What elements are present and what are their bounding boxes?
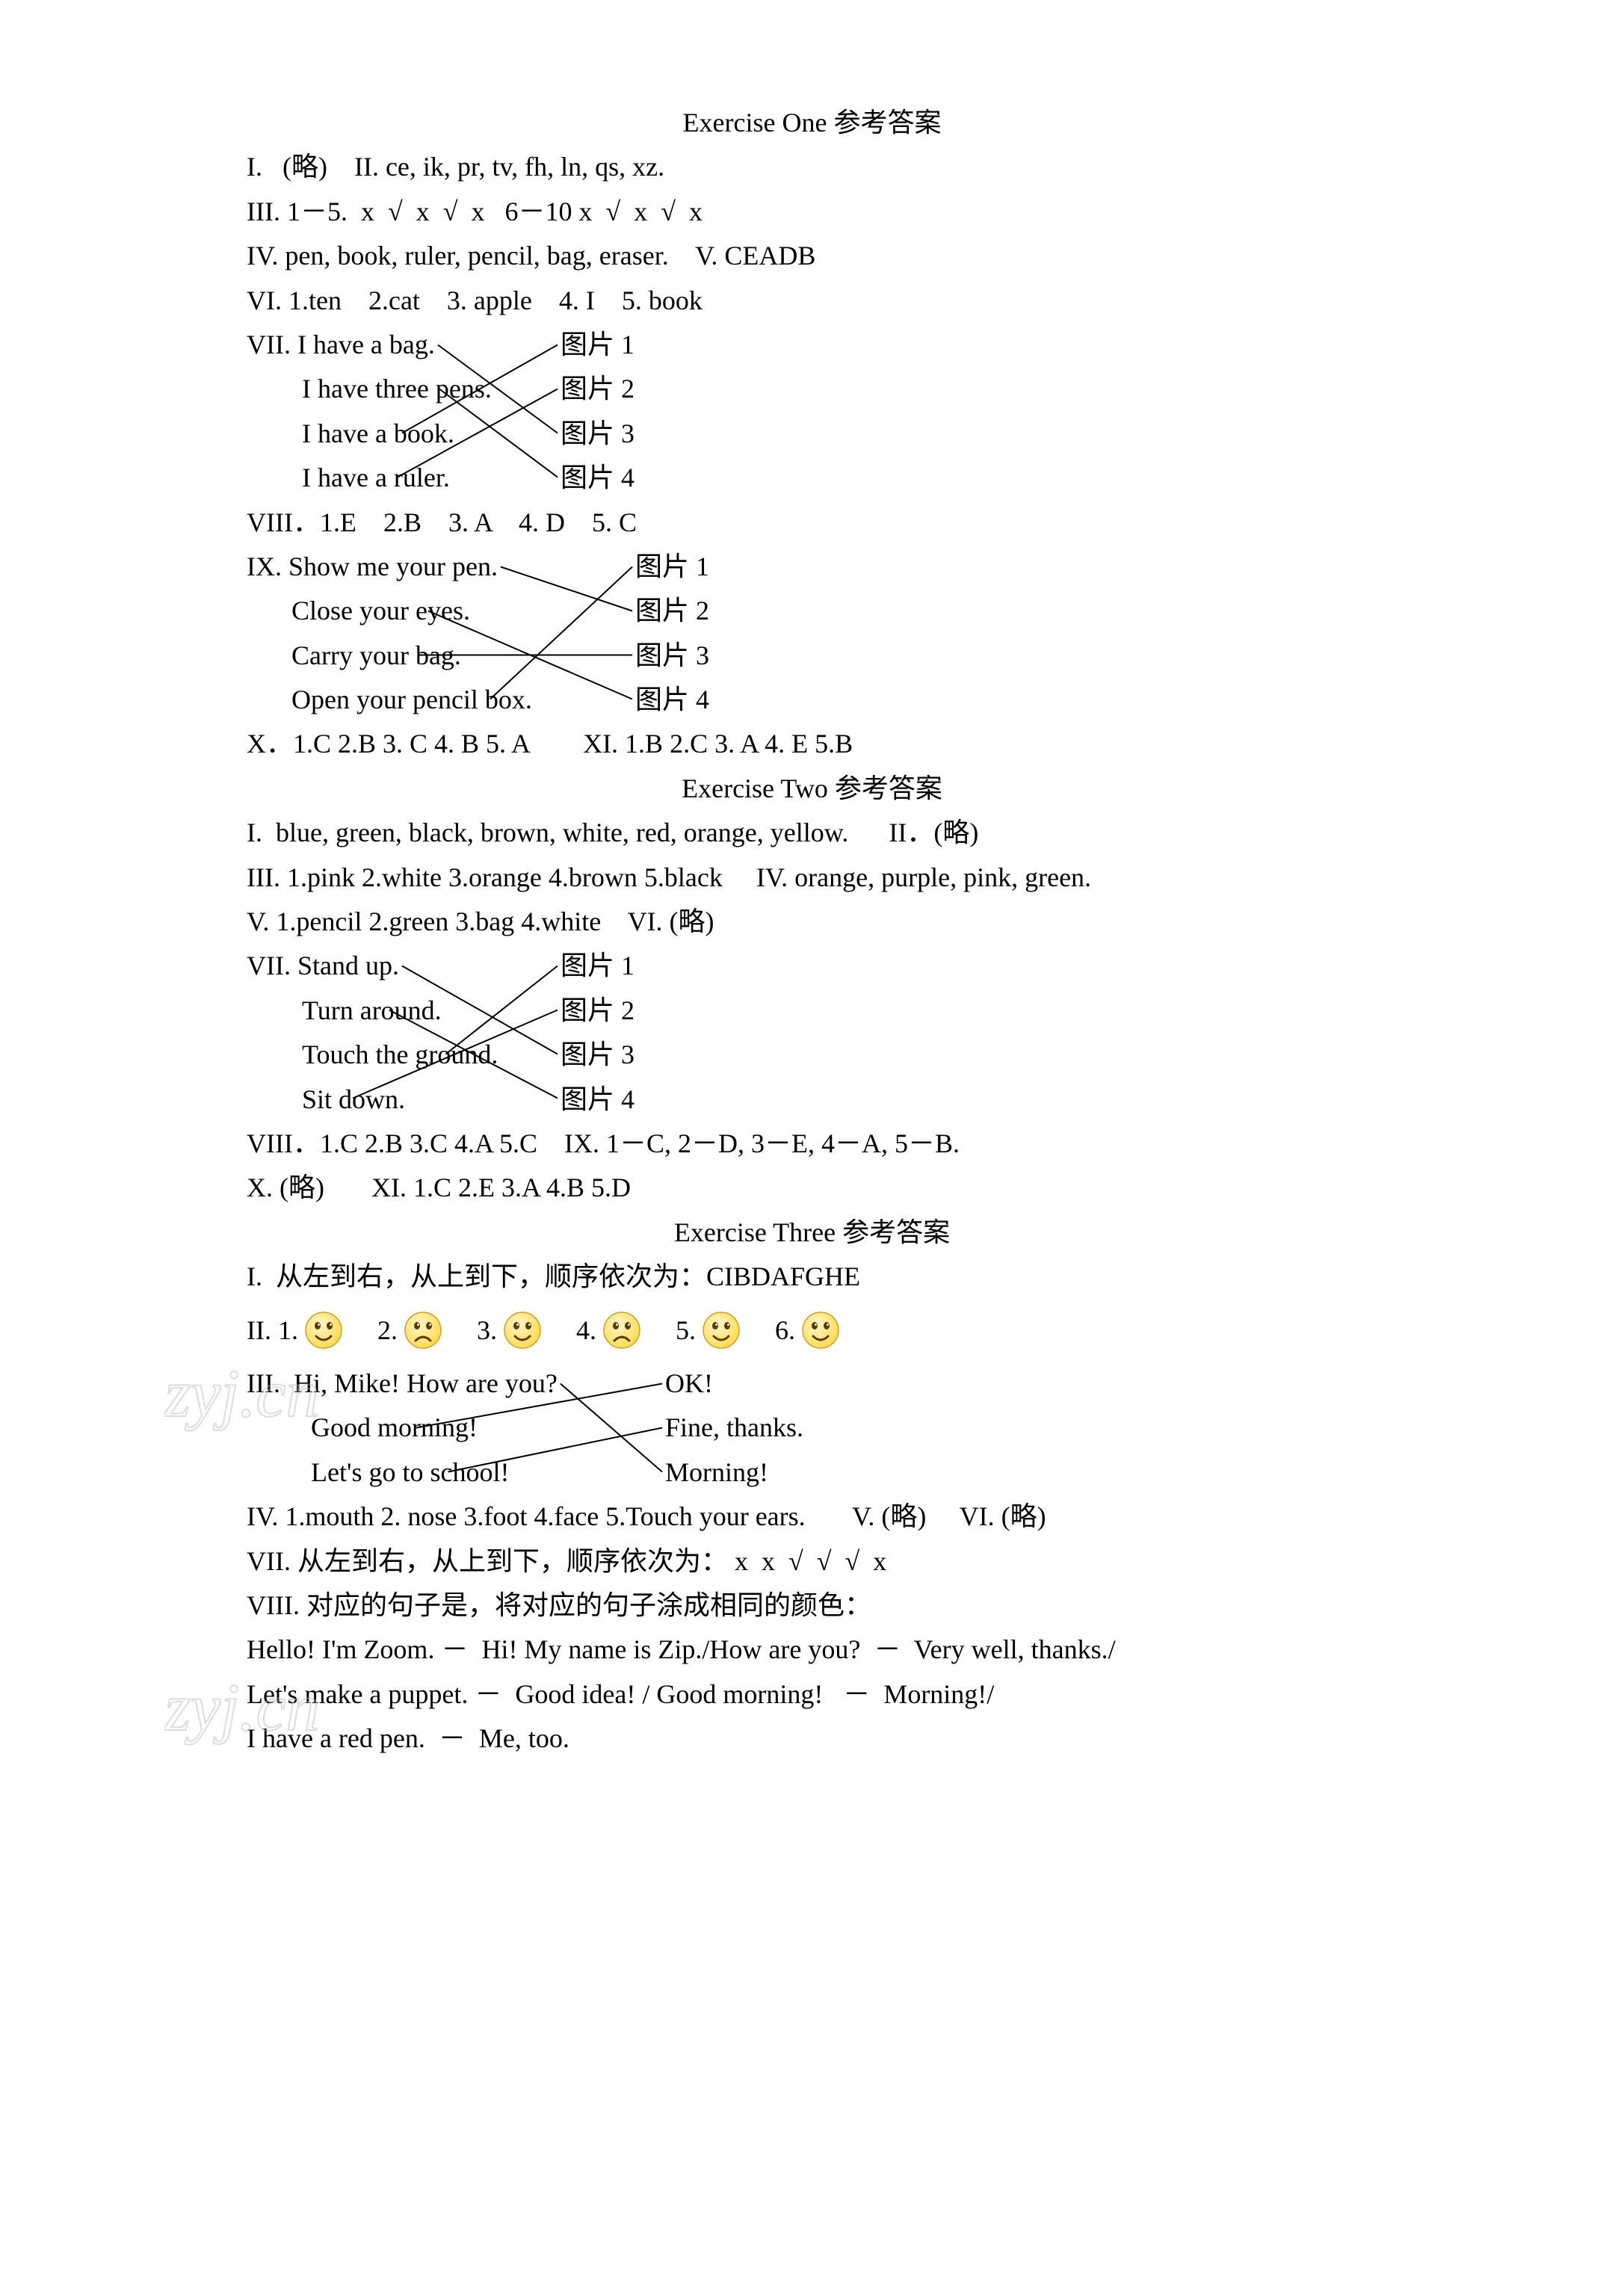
row-right: 图片 3	[561, 1033, 635, 1077]
ex2-title: Exercise Two 参考答案	[247, 767, 1377, 811]
row-right: 图片 3	[561, 412, 635, 456]
row-right: 图片 4	[561, 1078, 635, 1122]
ex1-l2: III. 1－5. x √ x √ x 6－10 x √ x √ x	[247, 190, 1377, 234]
ex2-l2: III. 1.pink 2.white 3.orange 4.brown 5.b…	[247, 856, 1377, 900]
emoji-label: 5.	[676, 1309, 696, 1353]
ex2-l5: X. (略) XI. 1.C 2.E 3.A 4.B 5.D	[247, 1166, 1377, 1210]
ex1-match2: IX. Show me your pen. 图片 1 Close your ey…	[247, 545, 1377, 723]
ex2-l4: VIII．1.C 2.B 3.C 4.A 5.C IX. 1－C, 2－D, 3…	[247, 1122, 1377, 1166]
row-left: Carry your bag.	[247, 634, 635, 678]
ex3-l1: I. 从左到右，从上到下，顺序依次为：CIBDAFGHE	[247, 1255, 1377, 1299]
prefix: VII.	[247, 951, 297, 980]
emoji-label: 2.	[377, 1309, 398, 1353]
row-right: 图片 2	[561, 989, 635, 1033]
row-right: 图片 1	[561, 323, 635, 367]
ex3-l2: IV. 1.mouth 2. nose 3.foot 4.face 5.Touc…	[247, 1495, 1377, 1539]
ex1-l4: VI. 1.ten 2.cat 3. apple 4. I 5. book	[247, 279, 1377, 323]
ex3-l3: VII. 从左到右，从上到下，顺序依次为： x x √ √ √ x	[247, 1539, 1377, 1584]
row-right: 图片 1	[635, 545, 709, 589]
ex3-l6: Let's make a puppet. － Good idea! / Good…	[247, 1672, 1377, 1717]
row-right: OK!	[665, 1362, 713, 1406]
ex3-title: Exercise Three 参考答案	[247, 1211, 1377, 1255]
row-right: 图片 3	[635, 634, 709, 678]
ex3-match1: III. Hi, Mike! How are you? OK! Good mor…	[247, 1362, 1377, 1495]
row-right: Morning!	[665, 1451, 768, 1495]
row-left: Good morning!	[247, 1406, 665, 1450]
ex3-l4: VIII. 对应的句子是，将对应的句子涂成相同的颜色：	[247, 1584, 1377, 1628]
prefix: IX.	[247, 552, 288, 581]
row-left: I have a book.	[247, 412, 561, 456]
row-right: 图片 2	[635, 589, 709, 633]
happy-face-icon	[801, 1311, 840, 1350]
prefix: III.	[247, 1368, 294, 1398]
ex1-l1: I. (略) II. ce, ik, pr, tv, fh, ln, qs, x…	[247, 145, 1377, 189]
row-right: 图片 2	[561, 367, 635, 411]
row-left: Show me your pen.	[288, 552, 498, 581]
ex3-emoji-row: II. 1. 2. 3. 4. 5. 6.	[247, 1309, 1377, 1353]
row-left: I have three pens.	[247, 367, 561, 411]
emoji-label: 3.	[477, 1309, 497, 1353]
sad-face-icon	[404, 1311, 442, 1350]
ex3-l7: I have a red pen. － Me, too.	[247, 1717, 1377, 1761]
row-left: Close your eyes.	[247, 589, 635, 633]
row-left: I have a bag.	[297, 330, 435, 359]
emoji-label: 6.	[775, 1309, 795, 1353]
row-left: Stand up.	[297, 951, 399, 980]
prefix: VII.	[247, 330, 297, 359]
ex2-l1: I. blue, green, black, brown, white, red…	[247, 811, 1377, 855]
row-right: 图片 1	[561, 944, 635, 988]
ex3-l5: Hello! I'm Zoom. － Hi! My name is Zip./H…	[247, 1628, 1377, 1672]
emoji-label: 4.	[576, 1309, 596, 1353]
row-right: Fine, thanks.	[665, 1406, 803, 1450]
row-left: Open your pencil box.	[247, 678, 635, 722]
row-left: Turn around.	[247, 989, 561, 1033]
ex1-l3: IV. pen, book, ruler, pencil, bag, erase…	[247, 234, 1377, 278]
ex1-match1: VII. I have a bag. 图片 1 I have three pen…	[247, 323, 1377, 501]
ex1-l6: X．1.C 2.B 3. C 4. B 5. A XI. 1.B 2.C 3. …	[247, 722, 1377, 766]
row-left: Let's go to school!	[247, 1451, 665, 1495]
sad-face-icon	[602, 1311, 641, 1350]
ex2-l3: V. 1.pencil 2.green 3.bag 4.white VI. (略…	[247, 900, 1377, 944]
emoji-prefix: II. 1.	[247, 1309, 298, 1353]
row-right: 图片 4	[635, 678, 709, 722]
row-right: 图片 4	[561, 456, 635, 500]
happy-face-icon	[304, 1311, 343, 1350]
row-left: Sit down.	[247, 1078, 561, 1122]
ex2-match1: VII. Stand up. 图片 1 Turn around. 图片 2 To…	[247, 944, 1377, 1122]
row-left: Hi, Mike! How are you?	[294, 1368, 558, 1398]
row-left: I have a ruler.	[247, 456, 561, 500]
document-content: Exercise One 参考答案 I. (略) II. ce, ik, pr,…	[247, 101, 1377, 1761]
ex1-title: Exercise One 参考答案	[247, 101, 1377, 145]
ex1-l5: VIII．1.E 2.B 3. A 4. D 5. C	[247, 501, 1377, 545]
happy-face-icon	[702, 1311, 741, 1350]
happy-face-icon	[503, 1311, 542, 1350]
row-left: Touch the ground.	[247, 1033, 561, 1077]
